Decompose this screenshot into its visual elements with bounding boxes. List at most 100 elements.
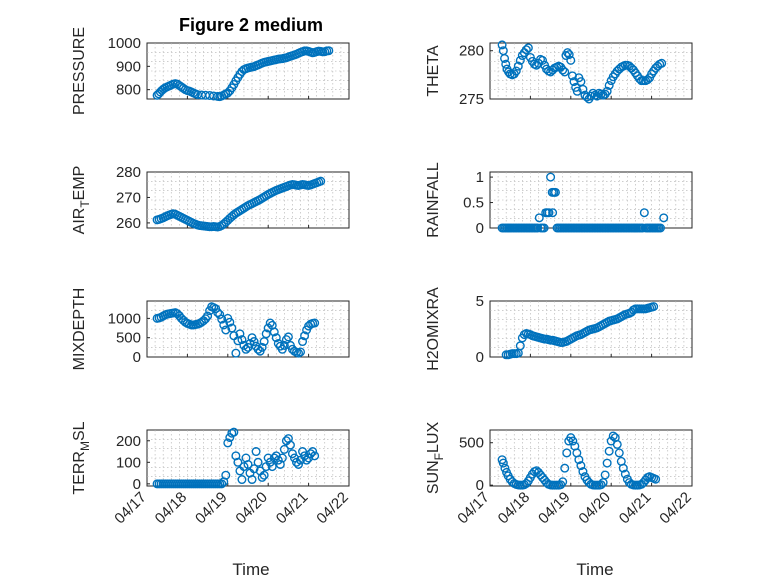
data-point [560,463,570,473]
y-tick-label: 200 [116,433,141,450]
y-axis-label-rest: SL [71,421,88,441]
y-axis-label-main: SUN [425,460,442,494]
subplot-3: 260 270 280 AIRTEMP [71,164,350,235]
data-point [546,172,556,182]
data-point [523,43,533,53]
data-point [273,338,283,348]
data-point [539,223,549,233]
y-tick-label: 5 [476,293,484,310]
y-tick-label: 280 [116,164,141,181]
y-axis-label-main: AIR [71,208,88,235]
y-axis-label-rest: LUX [425,422,442,453]
y-tick-label: 275 [459,91,484,108]
data-point [279,444,289,454]
y-axis-label: PRESSURE [71,27,88,115]
x-axis-label-left: Time [232,560,269,579]
data-point [560,67,570,77]
data-point [533,223,543,233]
x-tick-label: 04/22 [313,489,352,528]
y-tick-label: 270 [116,189,141,206]
subplot-5: 0 500 1000 MIXDEPTH [71,288,350,371]
y-tick-label: 1 [476,169,484,186]
data-point [300,331,310,341]
data-point [217,314,227,324]
y-axis-label-main: TERR [71,451,88,495]
y-tick-label: 0 [476,349,484,366]
data-point [247,475,257,485]
subplot-1: 800 900 1000 PRESSURE [71,27,350,115]
data-point [513,61,523,71]
data-point [279,340,289,350]
y-axis-label: RAINFALL [425,162,442,238]
data-point [562,448,572,458]
data-point [608,431,618,441]
data-point [544,208,554,218]
data-point [235,329,245,339]
data-point [304,453,314,463]
data-point [253,457,263,467]
data-point [310,451,320,461]
data-point [600,470,610,480]
y-tick-label: 0 [476,477,484,494]
data-point [231,348,241,358]
data-point [225,317,235,327]
subplot-6: 0 5 H2OMIXRA [425,287,693,371]
data-point [237,475,247,485]
data-point [283,332,293,342]
data-point [298,447,308,457]
y-tick-label: 500 [116,330,141,347]
data-point [596,480,606,490]
data-point [576,461,586,471]
data-point [500,53,510,63]
y-axis-label-subscript: M [78,441,92,451]
y-axis-label: TERRMSL [71,421,92,494]
x-tick-label: 04/17 [454,489,493,528]
data-point [620,469,630,479]
data-point [296,347,306,357]
data-point [563,48,573,58]
y-axis-label-main: RAINFALL [425,162,442,238]
y-tick-label: 500 [459,435,484,452]
data-point [259,470,269,480]
data-point [515,55,525,65]
data-point [534,213,544,223]
data-point [643,75,653,85]
data-point [308,447,318,457]
y-tick-label: 260 [116,215,141,232]
y-axis-label: AIRTEMP [71,166,92,235]
data-point [604,446,614,456]
x-tick-label: 04/20 [232,489,271,528]
data-point [213,308,223,318]
y-tick-label: 0 [476,220,484,237]
data-point [578,467,588,477]
data-point [497,40,507,50]
data-point [201,314,211,324]
data-point [277,453,287,463]
data-point [310,318,320,328]
y-axis-label: THETA [425,45,442,97]
data-point [223,438,233,448]
y-axis-label-main: THETA [425,45,442,97]
data-point [618,463,628,473]
y-tick-label: 0 [133,349,141,366]
data-point [265,318,275,328]
data-point [241,344,251,354]
subplot-2: 275 280 THETA [425,40,693,108]
y-axis-label-main: MIXDEPTH [71,288,88,371]
data-point [316,176,326,186]
data-point [602,86,612,96]
x-tick-label: 04/21 [273,489,312,528]
data-point [251,447,261,457]
y-tick-label: 800 [116,82,141,99]
x-tick-label: 04/18 [495,489,534,528]
data-point [572,86,582,96]
y-axis-label-rest: EMP [71,166,88,201]
data-point [602,458,612,468]
figure-title: Figure 2 medium [179,15,323,35]
data-point [651,474,661,484]
subplot-4: 0 0.5 1 RAINFALL [425,162,693,238]
x-tick-label: 04/17 [111,489,150,528]
data-point [229,427,239,437]
y-tick-label: 280 [459,43,484,60]
y-axis-label-subscript: F [432,453,446,460]
